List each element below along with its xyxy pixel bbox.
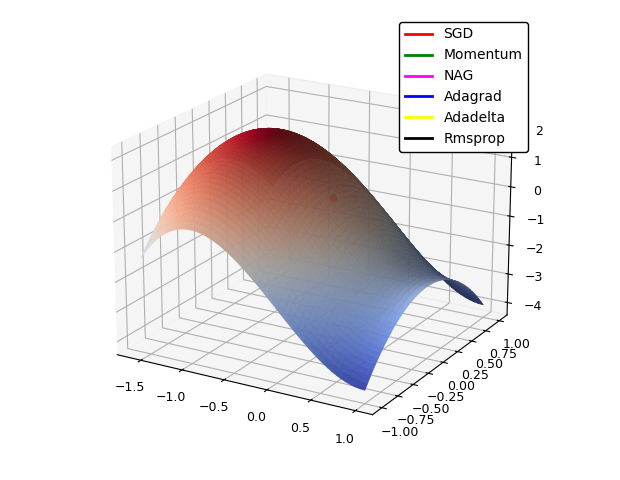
Legend: SGD, Momentum, NAG, Adagrad, Adadelta, Rmsprop: SGD, Momentum, NAG, Adagrad, Adadelta, R…: [399, 22, 528, 152]
